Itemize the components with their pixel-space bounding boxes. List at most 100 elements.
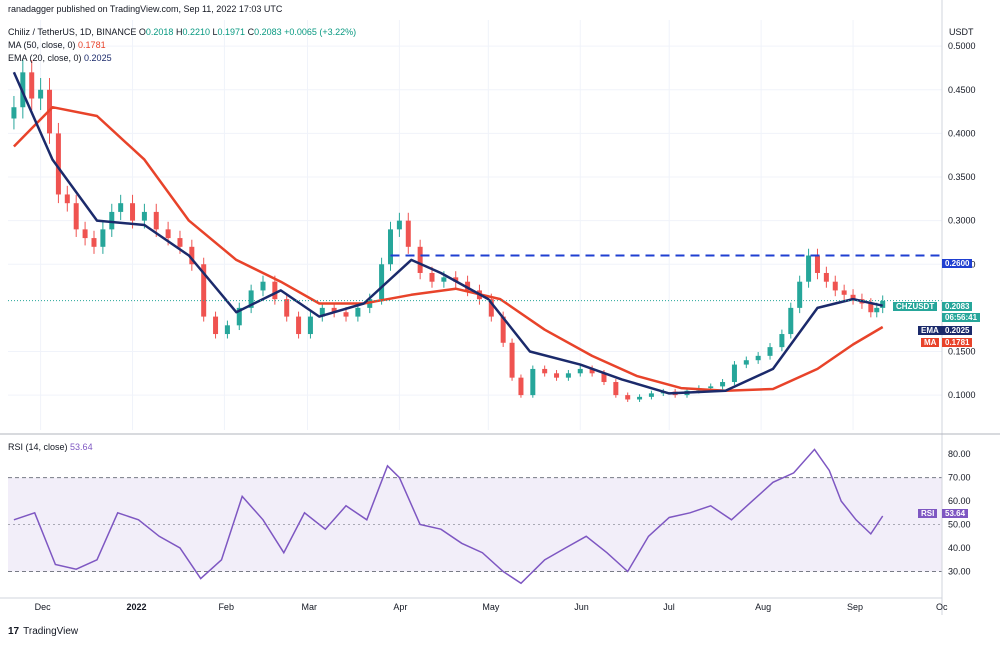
indicator-lines — [8, 71, 942, 585]
candle-body — [500, 316, 506, 343]
candle-body — [797, 281, 803, 308]
candle-body — [743, 360, 749, 365]
ema-legend-value: 0.2025 — [84, 53, 112, 63]
candle-body — [577, 368, 583, 374]
candle-body — [29, 72, 35, 99]
candle-body — [530, 368, 536, 396]
candle-body — [708, 386, 714, 389]
price-tick-label: 0.4500 — [948, 85, 976, 95]
candle-body — [767, 347, 773, 356]
rsi-legend-label: RSI (14, close) — [8, 442, 68, 452]
candle-body — [379, 264, 385, 300]
ma-legend-label: MA (50, close, 0) — [8, 40, 76, 50]
time-tick-label: Oc — [936, 602, 948, 612]
ohlc-change: +0.0065 (+3.22%) — [284, 27, 357, 37]
price-grid — [8, 20, 943, 430]
candle-body — [387, 229, 393, 265]
candle-body — [153, 211, 159, 230]
ohlc-o-label: O — [138, 27, 146, 37]
price-tick-label: 0.4000 — [948, 128, 976, 138]
candle-body — [38, 89, 44, 99]
resistance-tag: 0.2600 — [942, 259, 973, 268]
candle-body — [518, 377, 524, 396]
candle-body — [465, 281, 471, 291]
ma-legend-value: 0.1781 — [78, 40, 106, 50]
price-tag: 0.2083 — [942, 302, 973, 311]
ema-legend-label: EMA (20, close, 0) — [8, 53, 82, 63]
price-tick-label: 0.3000 — [948, 216, 976, 226]
ohlc-low: 0.1971 — [217, 27, 246, 37]
rsi-tick-label: 30.00 — [948, 567, 971, 577]
rsi-tick-label: 60.00 — [948, 496, 971, 506]
candle-body — [319, 307, 325, 317]
candle-body — [224, 325, 230, 335]
time-tick-label: Jul — [663, 602, 675, 612]
candles — [11, 60, 886, 402]
rsi-legend-value: 53.64 — [70, 442, 93, 452]
ohlc-open: 0.2018 — [145, 27, 174, 37]
ma-tag-label: MA — [921, 338, 940, 347]
candle-body — [554, 373, 560, 378]
ma-tag: 0.1781 — [942, 338, 973, 347]
rsi-line — [13, 448, 884, 585]
candle-body — [141, 211, 147, 221]
publisher-line: ranadagger published on TradingView.com,… — [8, 4, 283, 14]
candle-body — [806, 255, 812, 282]
symbol-tag: CHZUSDT — [893, 302, 938, 311]
candle-body — [648, 393, 654, 397]
price-tick-label: 0.1000 — [948, 390, 976, 400]
time-tick-label: May — [482, 602, 500, 612]
rsi-legend[interactable]: RSI (14, close) 53.64 — [8, 442, 93, 452]
candle-body — [779, 334, 785, 348]
time-tick-label: Jun — [574, 602, 589, 612]
rsi-background — [8, 477, 942, 573]
candle-body — [100, 229, 106, 247]
candle-body — [429, 272, 435, 282]
rsi-tick-label: 50.00 — [948, 520, 971, 530]
tradingview-footer[interactable]: 17 TradingView — [8, 626, 78, 637]
rsi-tick-label: 70.00 — [948, 473, 971, 483]
symbol-title: Chiliz / TetherUS, 1D, BINANCE — [8, 27, 137, 37]
time-tick-label: Sep — [847, 602, 863, 612]
candle-body — [73, 203, 79, 230]
candle-body — [130, 203, 136, 221]
candle-body — [637, 396, 643, 400]
ema-legend[interactable]: EMA (20, close, 0) 0.2025 — [8, 53, 112, 63]
candle-body — [832, 281, 838, 291]
time-tick-label: Dec — [35, 602, 52, 612]
candle-body — [64, 194, 70, 204]
time-tick-label: 2022 — [127, 602, 147, 612]
candle-body — [868, 303, 874, 313]
ohlc-h-label: H — [175, 27, 183, 37]
candle-body — [248, 290, 254, 308]
candle-body — [343, 312, 349, 317]
candle-body — [272, 281, 278, 300]
candle-body — [850, 294, 856, 300]
candle-body — [201, 264, 207, 317]
candle-body — [814, 255, 820, 273]
rsi-tag: 53.64 — [942, 509, 969, 518]
candle-body — [213, 316, 219, 335]
candle-body — [165, 229, 171, 239]
ema-tag-label: EMA — [918, 326, 942, 335]
candle-body — [509, 342, 515, 378]
ma-legend[interactable]: MA (50, close, 0) 0.1781 — [8, 40, 106, 50]
candle-body — [589, 368, 595, 374]
candle-body — [284, 299, 290, 317]
rsi-tick-label: 40.00 — [948, 543, 971, 553]
time-tick-label: Apr — [393, 602, 407, 612]
footer-brand: TradingView — [23, 626, 79, 637]
symbol-row: Chiliz / TetherUS, 1D, BINANCE O0.2018 H… — [8, 27, 356, 37]
time-tick-label: Feb — [218, 602, 234, 612]
candle-body — [396, 220, 402, 230]
candle-body — [601, 373, 607, 383]
ohlc-l-label: L — [212, 27, 218, 37]
candle-body — [441, 277, 447, 282]
candle-body — [236, 307, 242, 326]
candle-body — [788, 307, 794, 335]
candle-body — [189, 246, 195, 265]
candle-body — [109, 211, 115, 230]
ohlc-high: 0.2210 — [182, 27, 210, 37]
candle-body — [11, 107, 17, 119]
